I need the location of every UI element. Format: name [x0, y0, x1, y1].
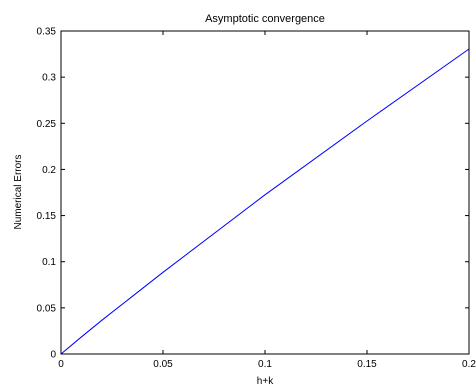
x-axis-label: h+k: [257, 376, 274, 387]
x-tick-label: 0.2: [462, 359, 476, 370]
series-layer: [60, 48, 470, 355]
y-tick-label: 0.25: [37, 119, 57, 130]
y-axis: 0 0.05 0.1 0.15 0.2 0.25 0.3 0.35: [37, 27, 469, 361]
y-axis-label: Numerical Errors: [13, 154, 24, 229]
y-tick-label: 0.2: [42, 165, 56, 176]
x-axis: 0 0.05 0.1 0.15 0.2: [58, 31, 476, 370]
chart-title: Asymptotic convergence: [205, 13, 325, 25]
y-tick-label: 0: [50, 350, 56, 361]
x-tick-label: 0.05: [153, 359, 173, 370]
y-tick-label: 0.1: [42, 257, 56, 268]
y-tick-label: 0.35: [37, 27, 57, 38]
series-line: [60, 48, 470, 355]
y-tick-label: 0.3: [42, 73, 56, 84]
plot-background: [61, 31, 469, 354]
y-tick-label: 0.05: [37, 303, 57, 314]
x-tick-label: 0: [58, 359, 64, 370]
y-tick-label: 0.15: [37, 211, 57, 222]
x-tick-label: 0.1: [258, 359, 272, 370]
x-tick-label: 0.15: [357, 359, 377, 370]
